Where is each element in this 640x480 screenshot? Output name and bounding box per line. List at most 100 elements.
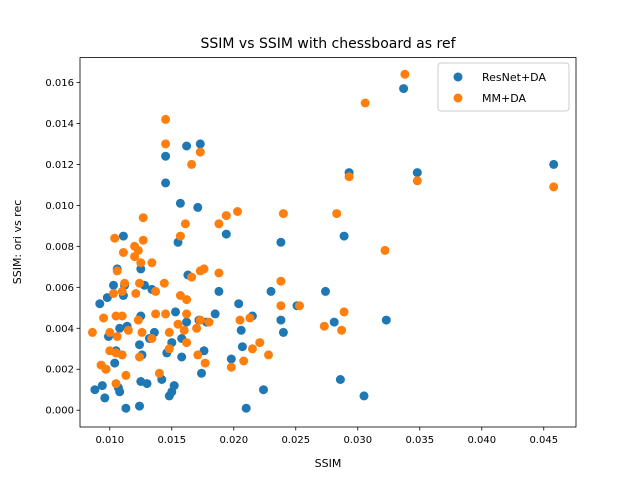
y-tick-label: 0.000: [45, 406, 74, 417]
point-mm-da-20: [118, 248, 128, 257]
point-resnet-da-61: [142, 379, 152, 389]
point-resnet-da-6: [161, 151, 171, 161]
point-mm-da-24: [130, 252, 140, 262]
point-resnet-da-30: [171, 307, 180, 317]
y-tick-label: 0.012: [45, 160, 74, 171]
point-mm-da-65: [179, 325, 189, 335]
point-mm-da-49: [182, 309, 192, 319]
point-mm-da-40: [182, 295, 192, 305]
y-tick-label: 0.004: [45, 324, 74, 335]
point-mm-da-81: [101, 364, 111, 374]
y-axis-label: SSIM: ori vs rec: [11, 200, 24, 285]
y-tick-label: 0.014: [45, 119, 74, 130]
point-mm-da-3: [161, 139, 171, 149]
point-mm-da-76: [264, 350, 273, 360]
x-tick-label: 0.035: [405, 435, 434, 446]
y-tick-label: 0.010: [45, 201, 74, 212]
point-resnet-da-74: [259, 385, 268, 395]
point-resnet-da-2: [412, 168, 422, 178]
point-resnet-da-7: [161, 178, 171, 188]
point-mm-da-47: [151, 309, 161, 319]
point-resnet-da-65: [97, 381, 107, 391]
points-layer: [87, 69, 559, 413]
point-mm-da-62: [147, 334, 157, 343]
point-mm-da-15: [180, 219, 190, 229]
x-tick-label: 0.040: [467, 435, 496, 446]
point-resnet-da-11: [339, 231, 349, 241]
point-resnet-da-0: [399, 84, 409, 94]
x-tick-label: 0.030: [343, 435, 372, 446]
point-resnet-da-47: [135, 340, 144, 350]
point-mm-da-10: [221, 211, 231, 221]
point-resnet-da-10: [221, 229, 231, 239]
point-mm-da-11: [278, 209, 288, 219]
point-mm-da-83: [121, 370, 131, 380]
y-tick-label: 0.006: [45, 283, 74, 294]
point-resnet-da-1: [549, 159, 559, 169]
point-mm-da-56: [339, 307, 349, 317]
point-resnet-da-53: [226, 354, 236, 364]
point-mm-da-84: [154, 368, 164, 378]
point-mm-da-74: [247, 344, 257, 354]
point-mm-da-72: [182, 338, 192, 348]
point-mm-da-25: [380, 245, 390, 255]
point-mm-da-45: [117, 311, 127, 321]
point-mm-da-26: [112, 266, 122, 276]
point-resnet-da-58: [177, 352, 187, 362]
point-mm-da-79: [200, 358, 210, 368]
point-resnet-da-12: [118, 231, 128, 241]
point-resnet-da-52: [237, 342, 247, 352]
point-resnet-da-23: [266, 286, 276, 296]
point-mm-da-0: [400, 69, 410, 79]
point-mm-da-53: [245, 313, 255, 323]
point-mm-da-42: [295, 301, 304, 311]
legend-marker-resnet-da: [453, 72, 463, 82]
point-mm-da-30: [187, 272, 197, 282]
x-tick-label: 0.010: [95, 435, 124, 446]
point-resnet-da-41: [236, 325, 246, 335]
point-mm-da-16: [110, 233, 120, 243]
point-mm-da-23: [147, 258, 157, 268]
point-resnet-da-43: [276, 315, 286, 325]
legend-label-resnet-da: ResNet+DA: [482, 71, 546, 84]
point-mm-da-61: [137, 327, 147, 337]
point-resnet-da-55: [110, 358, 120, 368]
point-resnet-da-73: [241, 403, 251, 413]
point-resnet-da-25: [95, 299, 105, 309]
legend: ResNet+DA MM+DA: [437, 62, 570, 112]
point-mm-da-7: [344, 172, 354, 182]
point-resnet-da-31: [210, 309, 220, 319]
point-mm-da-44: [111, 311, 121, 321]
point-resnet-da-67: [115, 387, 125, 397]
x-axis-label: SSIM: [315, 457, 342, 470]
point-resnet-da-44: [278, 327, 288, 337]
chart-title: SSIM vs SSIM with chessboard as ref: [200, 36, 456, 52]
point-mm-da-57: [87, 327, 97, 337]
point-resnet-da-71: [121, 403, 131, 413]
point-mm-da-31: [276, 276, 286, 286]
point-resnet-da-34: [381, 315, 391, 325]
plot-frame: [79, 57, 577, 428]
point-mm-da-63: [164, 327, 174, 337]
y-tick-label: 0.002: [45, 365, 74, 376]
point-resnet-da-33: [329, 317, 339, 327]
point-mm-da-43: [99, 313, 109, 323]
point-mm-da-28: [214, 268, 224, 278]
point-resnet-da-38: [182, 317, 192, 327]
point-mm-da-32: [159, 278, 169, 288]
x-tick-label: 0.025: [281, 435, 310, 446]
point-mm-da-34: [120, 278, 130, 288]
point-mm-da-12: [332, 209, 342, 219]
point-mm-da-78: [239, 356, 249, 366]
legend-box: [437, 62, 570, 112]
point-mm-da-66: [192, 323, 202, 333]
point-resnet-da-8: [175, 198, 185, 208]
legend-marker-mm-da: [453, 93, 463, 103]
point-mm-da-71: [164, 344, 174, 354]
point-mm-da-59: [112, 332, 122, 341]
point-mm-da-17: [138, 235, 148, 245]
point-mm-da-9: [233, 207, 242, 216]
point-resnet-da-75: [335, 375, 345, 384]
point-mm-da-51: [204, 317, 214, 327]
